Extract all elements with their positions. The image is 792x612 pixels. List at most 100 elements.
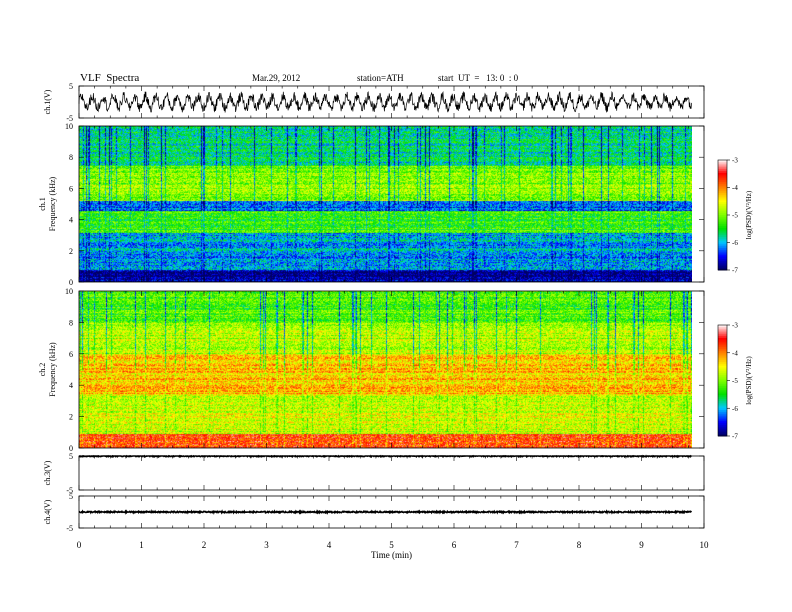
x-axis-label: Time (min) [371,550,412,560]
colorbar-tick-label: -5 [732,212,738,220]
colorbar-cell [718,174,727,177]
ch4-waveform-ylabel: ch.4(V) [43,499,52,524]
colorbar-cell [718,193,727,196]
spectrogram-image [79,126,692,282]
x-tick-label: 3 [264,540,269,550]
colorbar-cell [718,350,727,354]
colorbar-cell [718,413,727,417]
colorbar-cell [718,180,727,183]
y-tick-label: 2 [69,247,73,256]
colorbar-cell [718,244,727,247]
colorbar-cell [718,246,727,249]
y-tick-label: 0 [69,444,73,453]
colorbar-tick-label: -6 [732,405,738,413]
y-tick-label: -5 [66,524,73,533]
colorbar-cell [718,397,727,400]
ch2-spectrogram-ylabel: ch.2 [38,363,47,377]
colorbar-cell [718,160,727,163]
colorbar-cell [718,171,727,174]
colorbar-cell [718,224,727,227]
colorbar-cell [718,266,727,269]
y-tick-label: 8 [69,318,73,327]
colorbar-cell [718,227,727,231]
colorbar-cell [718,367,727,370]
colorbar-cell [718,432,727,435]
colorbar-cell [718,410,727,413]
colorbar-tick-label: -3 [732,157,738,165]
x-tick-label: 7 [514,540,519,550]
x-tick-label: 8 [577,540,582,550]
colorbar-cell [718,182,727,185]
colorbars [717,159,730,437]
colorbar-cell [718,260,727,264]
y-tick-label: 5 [69,492,73,501]
colorbar-cell [718,330,727,333]
colorbar-cell [718,161,727,165]
colorbar-cell [718,352,727,356]
colorbar-cell [718,205,727,209]
colorbar-cell [718,371,727,374]
colorbar-cell [718,424,727,428]
colorbar-cell [718,408,727,411]
colorbar-cell [718,356,727,359]
colorbar-cell [718,417,727,420]
colorbar-tick-label: -6 [732,239,738,247]
colorbar-cell [718,176,727,179]
colorbar-cell [718,362,727,365]
colorbar-tick-label: -3 [732,322,738,330]
x-tick-label: 2 [202,540,207,550]
x-tick-label: 5 [389,540,394,550]
y-tick-label: 10 [65,287,73,296]
colorbar-cell [718,226,727,229]
colorbar-cell [718,220,727,223]
colorbar-cell [718,216,727,220]
colorbar-cell [718,202,727,205]
colorbar-cell [718,163,727,166]
colorbar-cell [718,198,727,201]
y-tick-label: 2 [69,413,73,422]
y-tick-label: -5 [66,486,73,495]
colorbar-cell [718,374,727,378]
colorbar-cell [718,434,727,437]
colorbar-cell [718,262,727,265]
colorbar-cell [718,264,727,267]
y-tick-label: 4 [69,216,73,225]
colorbar-cell [718,207,727,210]
colorbar-cell [718,235,727,238]
colorbar-cell [718,345,727,348]
x-tick-label: 0 [77,540,82,550]
colorbar-cell [718,211,727,214]
colorbar-cell [718,406,727,409]
colorbar-cell [718,411,727,415]
colorbar-cell [718,391,727,394]
station-label: station=ATH [357,73,404,83]
start-time-label: start UT = 13: 0 : 0 [438,73,519,83]
colorbar-cell [718,165,727,168]
colorbar-cell [718,242,727,245]
colorbar-cell [718,358,727,361]
colorbar-cell [718,169,727,172]
colorbar-cell [718,167,727,170]
colorbar-cell [718,387,727,391]
colorbar-cell [718,363,727,367]
colorbar-cell [718,386,727,389]
colorbar-cell [718,187,727,190]
colorbar-cell [718,343,727,346]
ch2-spectrogram [79,291,692,448]
y-tick-label: 8 [69,153,73,162]
colorbar-cell [718,430,727,433]
colorbar-cell [718,382,727,385]
ch2-spectrogram-ylabel: Frequency (kHz) [48,342,57,397]
colorbar-cell [718,259,727,262]
x-tick-label: 9 [639,540,644,550]
x-tick-label: 1 [139,540,144,550]
ch3-waveform-ylabel: ch.3(V) [43,460,52,485]
colorbar-cell [718,365,727,369]
colorbar-tick-label: -5 [732,377,738,385]
colorbar-cell [718,384,727,387]
colorbar-cell [718,189,727,192]
colorbar-cell [718,334,727,337]
colorbar-cell [718,332,727,335]
